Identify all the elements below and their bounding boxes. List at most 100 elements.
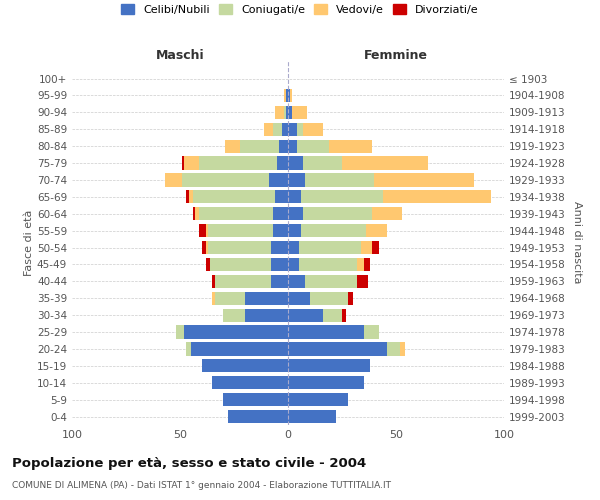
Bar [275, 106, 284, 119]
Y-axis label: Anni di nascita: Anni di nascita [572, 201, 582, 284]
Bar [366, 224, 388, 237]
Bar [264, 122, 273, 136]
Bar [288, 393, 349, 406]
Bar [273, 207, 288, 220]
Bar [202, 360, 288, 372]
Bar [288, 156, 303, 170]
Bar [288, 122, 296, 136]
Bar [288, 360, 370, 372]
Bar [182, 174, 269, 186]
Bar [288, 241, 299, 254]
Bar [275, 190, 288, 203]
Bar [223, 393, 288, 406]
Bar [202, 241, 206, 254]
Bar [301, 224, 366, 237]
Legend: Celibi/Nubili, Coniugati/e, Vedovi/e, Divorziati/e: Celibi/Nubili, Coniugati/e, Vedovi/e, Di… [118, 0, 482, 18]
Bar [364, 326, 379, 338]
Bar [286, 106, 288, 119]
Bar [305, 174, 374, 186]
Bar [329, 140, 372, 153]
Bar [288, 190, 301, 203]
Bar [206, 224, 208, 237]
Bar [292, 106, 307, 119]
Bar [383, 190, 491, 203]
Bar [273, 224, 288, 237]
Bar [199, 207, 273, 220]
Text: Maschi: Maschi [155, 48, 205, 62]
Bar [296, 140, 329, 153]
Bar [199, 224, 206, 237]
Bar [208, 224, 273, 237]
Bar [269, 174, 288, 186]
Bar [206, 258, 210, 271]
Bar [361, 241, 372, 254]
Bar [212, 292, 215, 305]
Bar [299, 258, 357, 271]
Bar [226, 140, 241, 153]
Bar [288, 174, 305, 186]
Bar [277, 156, 288, 170]
Bar [310, 292, 349, 305]
Bar [280, 140, 288, 153]
Bar [245, 292, 288, 305]
Bar [188, 190, 193, 203]
Bar [184, 156, 199, 170]
Bar [206, 241, 208, 254]
Bar [271, 241, 288, 254]
Bar [288, 326, 364, 338]
Bar [357, 258, 364, 271]
Bar [288, 224, 301, 237]
Bar [215, 292, 245, 305]
Text: Femmine: Femmine [364, 48, 428, 62]
Bar [388, 342, 400, 355]
Bar [191, 342, 288, 355]
Bar [284, 89, 286, 102]
Bar [372, 207, 403, 220]
Bar [187, 342, 191, 355]
Bar [374, 174, 474, 186]
Bar [193, 190, 275, 203]
Bar [288, 376, 364, 390]
Text: Popolazione per età, sesso e stato civile - 2004: Popolazione per età, sesso e stato civil… [12, 458, 366, 470]
Bar [288, 275, 305, 288]
Bar [288, 140, 296, 153]
Bar [303, 122, 323, 136]
Bar [212, 275, 215, 288]
Bar [210, 258, 271, 271]
Bar [288, 207, 303, 220]
Bar [288, 292, 310, 305]
Bar [182, 156, 184, 170]
Bar [241, 140, 280, 153]
Bar [323, 308, 342, 322]
Bar [349, 292, 353, 305]
Bar [303, 207, 372, 220]
Bar [223, 308, 245, 322]
Bar [184, 326, 288, 338]
Bar [342, 156, 428, 170]
Bar [288, 258, 299, 271]
Bar [212, 376, 288, 390]
Bar [271, 275, 288, 288]
Bar [305, 275, 357, 288]
Bar [176, 326, 184, 338]
Bar [227, 410, 288, 423]
Bar [245, 308, 288, 322]
Text: COMUNE DI ALIMENA (PA) - Dati ISTAT 1° gennaio 2004 - Elaborazione TUTTITALIA.IT: COMUNE DI ALIMENA (PA) - Dati ISTAT 1° g… [12, 481, 391, 490]
Bar [215, 275, 271, 288]
Bar [342, 308, 346, 322]
Bar [290, 89, 292, 102]
Bar [364, 258, 370, 271]
Bar [288, 342, 388, 355]
Bar [187, 190, 188, 203]
Bar [199, 156, 277, 170]
Bar [208, 241, 271, 254]
Bar [284, 106, 286, 119]
Bar [288, 410, 335, 423]
Bar [299, 241, 361, 254]
Bar [165, 174, 182, 186]
Bar [296, 122, 303, 136]
Bar [303, 156, 342, 170]
Bar [400, 342, 404, 355]
Bar [357, 275, 368, 288]
Bar [288, 308, 323, 322]
